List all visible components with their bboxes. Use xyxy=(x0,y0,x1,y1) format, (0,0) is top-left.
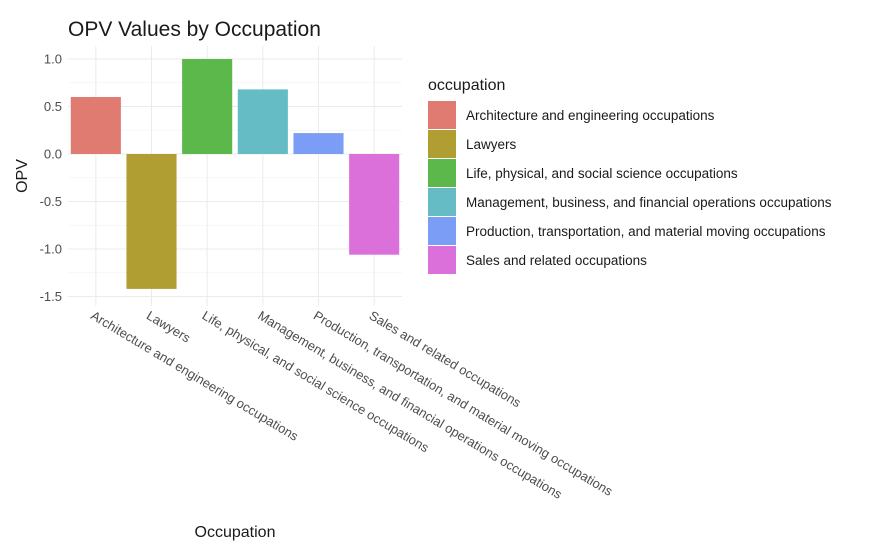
bar xyxy=(349,154,400,255)
legend-label: Lawyers xyxy=(466,137,517,152)
y-tick-label: 0.0 xyxy=(44,147,62,162)
legend-label: Production, transportation, and material… xyxy=(466,224,826,239)
legend-key xyxy=(428,188,456,216)
y-axis-ticks: -1.5 -1.0 -0.5 0.0 0.5 1.0 xyxy=(40,52,62,305)
legend-key xyxy=(428,217,456,245)
legend-label: Management, business, and financial oper… xyxy=(466,195,832,210)
bar xyxy=(237,89,288,154)
legend: occupation Architecture and engineering … xyxy=(428,77,832,274)
y-tick-label: -1.0 xyxy=(40,242,62,257)
y-tick-label: 1.0 xyxy=(44,52,62,67)
legend-label: Architecture and engineering occupations xyxy=(466,108,715,123)
chart-title: OPV Values by Occupation xyxy=(68,18,321,41)
bar xyxy=(182,59,233,154)
bars xyxy=(70,59,400,289)
bar xyxy=(70,97,121,154)
y-axis-title: OPV xyxy=(14,159,31,193)
legend-key xyxy=(428,101,456,129)
y-tick-label: 0.5 xyxy=(44,99,62,114)
x-axis-ticks: Architecture and engineering occupations… xyxy=(88,308,616,502)
legend-key xyxy=(428,130,456,158)
legend-key xyxy=(428,246,456,274)
legend-label: Life, physical, and social science occup… xyxy=(466,166,738,181)
legend-title: occupation xyxy=(428,77,505,94)
x-axis-title: Occupation xyxy=(195,524,276,541)
legend-label: Sales and related occupations xyxy=(466,253,647,268)
y-tick-label: -1.5 xyxy=(40,289,62,304)
bar xyxy=(293,133,344,154)
bar xyxy=(126,154,177,289)
y-tick-label: -0.5 xyxy=(40,194,62,209)
legend-key xyxy=(428,159,456,187)
